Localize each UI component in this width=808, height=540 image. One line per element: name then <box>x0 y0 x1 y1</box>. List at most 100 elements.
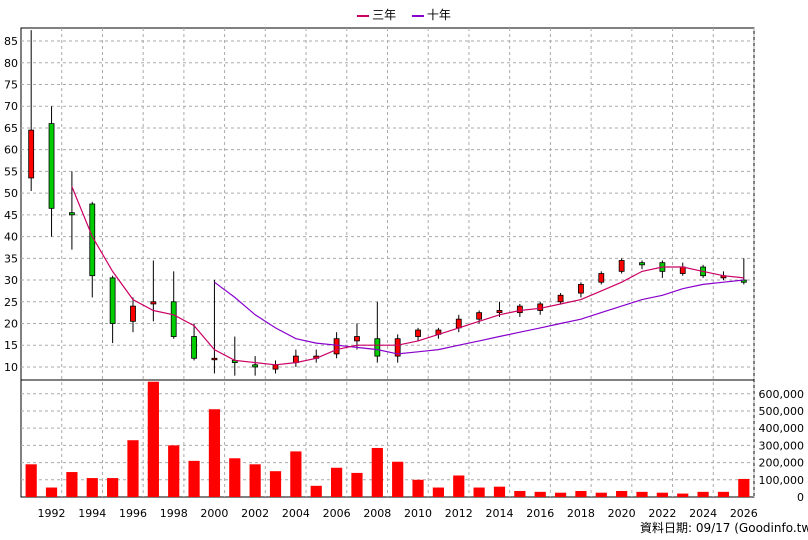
price-tick-label: 55 <box>4 165 18 178</box>
candle-body <box>476 312 483 320</box>
volume-bar <box>371 447 383 497</box>
price-tick-label: 60 <box>4 144 18 157</box>
legend-swatch-3y <box>357 14 370 17</box>
price-tick-label: 70 <box>4 100 18 113</box>
volume-bar <box>432 487 445 497</box>
volume-bar <box>66 472 78 497</box>
candle-body <box>374 338 381 357</box>
x-tick-label: 2020 <box>608 507 636 520</box>
volume-bar <box>351 472 363 497</box>
x-tick-label: 2024 <box>689 507 717 520</box>
price-tick-label: 65 <box>4 122 18 135</box>
data-date-footnote: 資料日期: 09/17 (Goodinfo.tw) <box>640 521 808 535</box>
volume-tick-label: 400,000 <box>759 422 805 435</box>
volume-bar <box>636 491 648 497</box>
candle-body <box>516 305 523 314</box>
x-tick-label: 1996 <box>119 507 147 520</box>
volume-tick-label: 200,000 <box>759 457 805 470</box>
volume-bar <box>473 487 485 497</box>
price-tick-label: 40 <box>4 231 18 244</box>
x-tick-label: 1998 <box>160 507 188 520</box>
price-tick-label: 10 <box>4 361 18 374</box>
x-tick-label: 2000 <box>200 507 228 520</box>
price-tick-label: 50 <box>4 187 18 200</box>
volume-bar <box>269 471 282 497</box>
ma-3y-line <box>71 186 744 366</box>
x-tick-label: 2016 <box>526 507 554 520</box>
volume-tick-label: 0 <box>797 491 804 504</box>
legend-swatch-10y <box>411 14 424 17</box>
ma-10y-line <box>214 279 744 355</box>
candle-body <box>639 262 645 266</box>
price-tick-label: 25 <box>4 296 18 309</box>
x-tick-label: 2010 <box>404 507 432 520</box>
volume-bar <box>514 490 526 497</box>
volume-bar <box>25 464 37 497</box>
x-tick-label: 2002 <box>241 507 269 520</box>
legend-item-3y: 三年 <box>357 8 396 22</box>
x-tick-label: 2026 <box>730 507 758 520</box>
volume-bar <box>310 485 322 497</box>
price-tick-label: 45 <box>4 209 18 222</box>
x-tick-label: 2022 <box>648 507 676 520</box>
candle-body <box>618 260 625 272</box>
volume-bar <box>534 491 546 497</box>
volume-bar <box>738 478 750 497</box>
candle-body <box>598 273 605 283</box>
candle-body <box>170 301 177 337</box>
candle-body <box>211 357 218 361</box>
volume-bar <box>575 490 587 497</box>
candle-body <box>537 303 544 311</box>
candle-body <box>48 123 55 209</box>
price-tick-label: 75 <box>4 78 18 91</box>
candle-body <box>150 301 157 305</box>
volume-bar <box>392 461 404 497</box>
x-tick-label: 2014 <box>485 507 513 520</box>
candle-body <box>272 364 279 370</box>
volume-bar <box>717 491 730 497</box>
price-tick-label: 30 <box>4 274 18 287</box>
x-tick-label: 1994 <box>78 507 106 520</box>
candle-body <box>455 318 462 329</box>
volume-bar <box>493 486 506 497</box>
candle-body <box>333 338 340 355</box>
volume-bar <box>697 491 709 497</box>
candle-body <box>69 212 75 216</box>
candle-body <box>252 364 259 368</box>
volume-bar <box>616 490 628 497</box>
volume-tick-label: 600,000 <box>759 388 805 401</box>
legend-item-10y: 十年 <box>411 8 451 22</box>
volume-bar <box>290 451 302 497</box>
legend-label-10y: 十年 <box>426 8 451 22</box>
volume-bar <box>107 478 119 497</box>
legend-label-3y: 三年 <box>372 8 397 22</box>
candle-body <box>28 129 35 179</box>
x-tick-label: 2004 <box>282 507 310 520</box>
volume-bar <box>453 475 465 497</box>
x-tick-label: 2018 <box>567 507 595 520</box>
volume-bar <box>677 493 689 497</box>
price-tick-label: 80 <box>4 57 18 70</box>
volume-bar <box>412 479 424 497</box>
candle-body <box>415 329 421 337</box>
x-tick-label: 1992 <box>38 507 66 520</box>
volume-bar <box>45 487 58 497</box>
volume-bar <box>249 464 261 497</box>
volume-bar <box>330 467 343 497</box>
volume-bar <box>554 492 567 497</box>
volume-bar <box>595 492 607 497</box>
candle-body <box>109 277 116 324</box>
candle-body <box>191 336 197 359</box>
volume-tick-label: 100,000 <box>759 474 805 487</box>
price-tick-label: 35 <box>4 252 18 265</box>
volume-bar <box>168 445 180 497</box>
candle-body <box>496 310 503 314</box>
price-tick-label: 85 <box>4 35 18 48</box>
x-tick-label: 2012 <box>445 507 473 520</box>
chart-legend: 三年 十年 <box>0 6 808 23</box>
price-tick-label: 20 <box>4 318 18 331</box>
volume-bar <box>86 478 98 497</box>
price-tick-label: 15 <box>4 339 18 352</box>
volume-bar <box>147 381 159 497</box>
